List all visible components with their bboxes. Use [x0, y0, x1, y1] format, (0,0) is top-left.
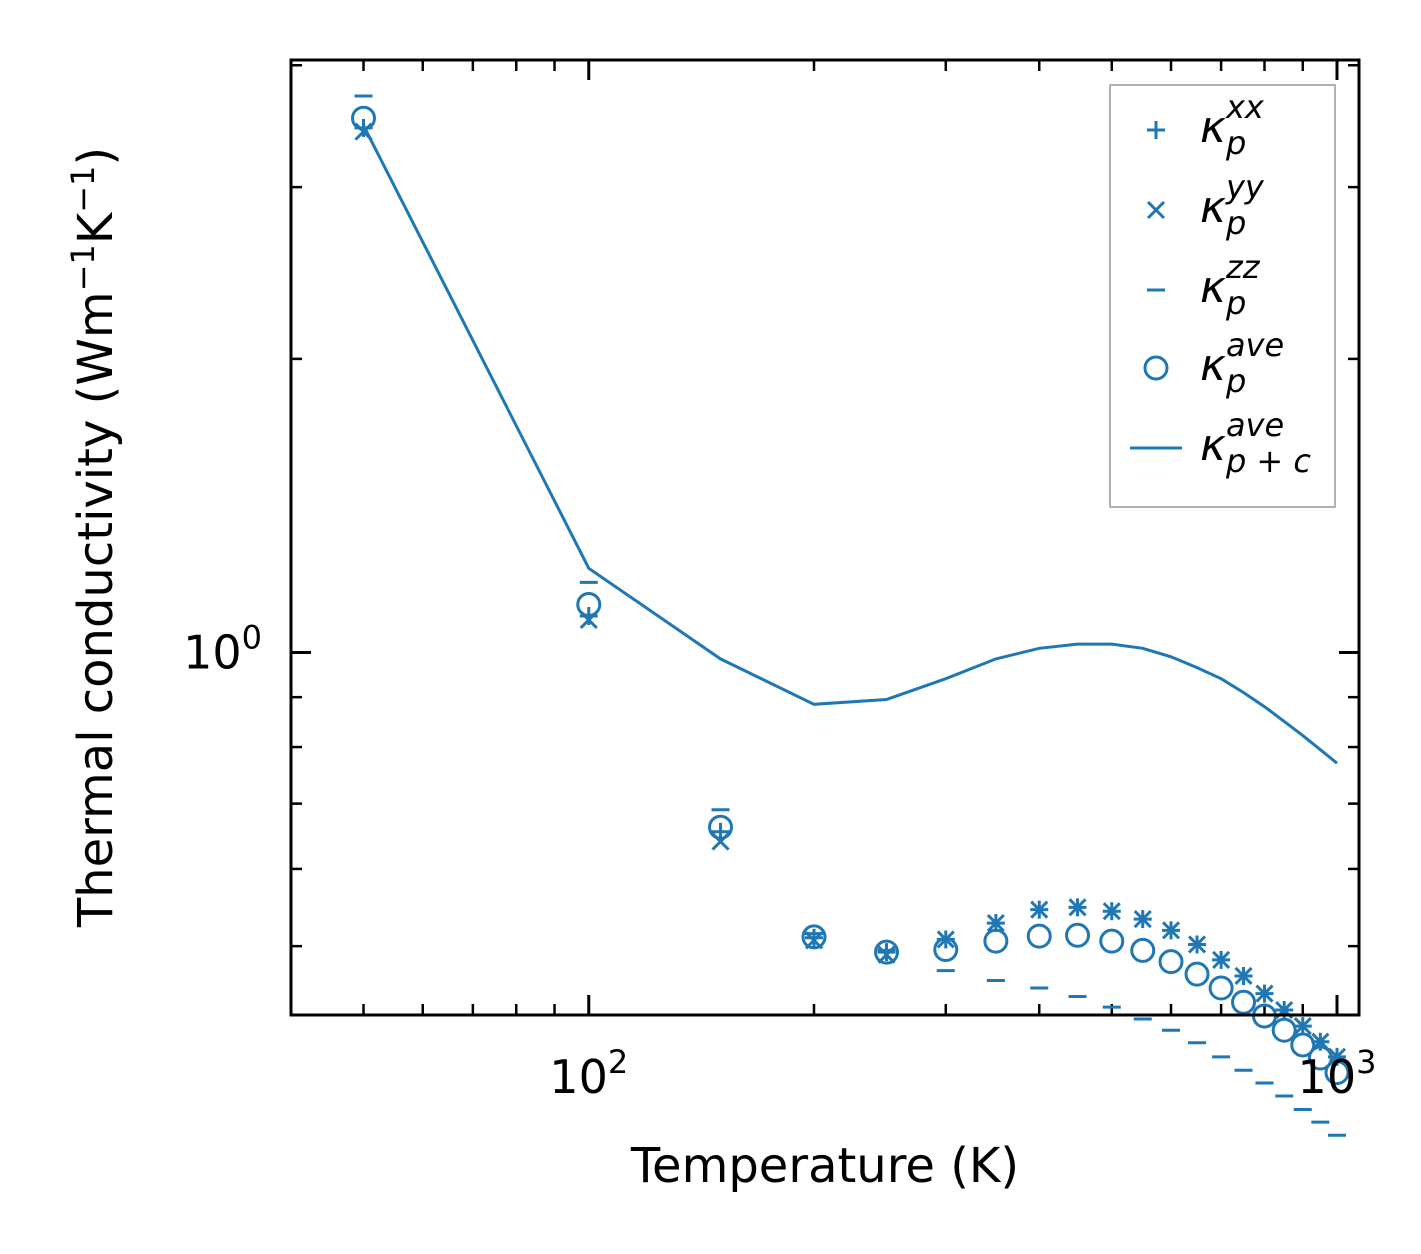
legend-label-base: κ	[1200, 182, 1226, 233]
point-kave-900	[1290, 1032, 1316, 1058]
legend-label-sup: xx	[1225, 88, 1265, 126]
legend-label-sup: ave	[1226, 326, 1284, 364]
point-kave-100	[576, 592, 602, 618]
y-axis-label-k: K	[68, 211, 124, 244]
point-kave-950	[1307, 1045, 1333, 1071]
y-axis-label-close: )	[68, 147, 124, 166]
legend-label: κpave	[1200, 326, 1284, 400]
legend-entry-kpc: κp + cave	[1130, 406, 1311, 480]
point-kave-700	[1208, 975, 1234, 1001]
point-kave-750	[1231, 989, 1257, 1015]
x-tick-label-exp: 3	[1356, 1043, 1376, 1081]
x-tick-label: 103	[1298, 1043, 1377, 1104]
y-tick-label-base: 10	[183, 626, 242, 680]
point-kyy-500	[1102, 902, 1121, 921]
y-tick-label: 100	[183, 619, 262, 680]
x-tick-label: 102	[549, 1043, 628, 1104]
legend-label-base: κ	[1200, 420, 1226, 471]
legend-label-sub: p	[1225, 284, 1246, 322]
point-kyy-900	[1293, 1017, 1312, 1036]
point-kave-200	[801, 924, 827, 950]
point-kyy-550	[1133, 910, 1152, 929]
point-kyy-650	[1187, 935, 1207, 954]
legend-label-sup: ave	[1226, 406, 1284, 444]
point-kave-550	[1130, 937, 1156, 963]
series-kave	[351, 105, 1350, 1086]
legend-marker-circle	[1143, 355, 1169, 381]
y-tick-label-exp: 0	[242, 619, 262, 657]
legend-entry-kzz: κpzz	[1147, 248, 1261, 322]
legend-entry-kave: κpave	[1143, 326, 1284, 400]
legend-label: κp + cave	[1200, 406, 1311, 480]
legend-label-sup: zz	[1225, 248, 1261, 286]
legend-label: κpyy	[1200, 168, 1265, 242]
legend-label-sub: p	[1225, 362, 1246, 400]
series-kpc-line	[362, 124, 1338, 765]
point-kave-300	[933, 937, 959, 963]
legend-marker-plus	[1147, 121, 1165, 139]
point-kxx-200	[805, 928, 824, 947]
legend-entry-kyy: κpyy	[1146, 168, 1265, 242]
axis-ticks	[291, 60, 1359, 1015]
point-kave-250	[874, 939, 900, 965]
axes-frame	[289, 58, 1361, 1017]
x-tick-label-exp: 2	[608, 1043, 628, 1081]
x-tick-label-base: 10	[549, 1050, 608, 1104]
legend-label-base: κ	[1200, 262, 1226, 313]
point-kave-150	[708, 814, 734, 840]
plot-area	[351, 94, 1350, 1137]
legend-label-base: κ	[1200, 102, 1226, 153]
point-kave-50	[351, 105, 377, 131]
legend-label-base: κ	[1200, 340, 1226, 391]
legend-label-sub: p	[1225, 204, 1246, 242]
point-kave-1000	[1324, 1060, 1350, 1086]
point-kxx-250	[877, 943, 896, 962]
point-kave-600	[1158, 949, 1184, 975]
point-kyy-700	[1212, 950, 1231, 969]
legend-box	[1109, 84, 1336, 508]
y-axis-label-sup1: −1	[64, 244, 102, 291]
legend-label-sup: yy	[1225, 168, 1265, 206]
legend-label-sub: p	[1225, 124, 1246, 162]
x-tick-label-base: 10	[1298, 1050, 1357, 1104]
point-kyy-400	[1030, 900, 1049, 919]
point-kave-650	[1184, 961, 1210, 987]
point-kave-500	[1099, 928, 1125, 954]
point-kave-850	[1271, 1017, 1297, 1043]
point-kave-450	[1065, 922, 1091, 948]
point-kyy-350	[986, 914, 1005, 933]
legend-label: κpzz	[1200, 248, 1261, 322]
y-axis-label-main: Thermal conductivity (Wm	[68, 291, 124, 928]
legend-label: κpxx	[1200, 88, 1265, 162]
legend-label-sub: p + c	[1225, 442, 1311, 480]
legend-marker-x	[1146, 200, 1166, 220]
x-axis-label: Temperature (K)	[630, 1138, 1019, 1194]
point-kyy-450	[1068, 898, 1087, 917]
point-kyy-600	[1161, 921, 1181, 940]
series-kpc	[362, 124, 1338, 765]
series-kzz	[354, 94, 1347, 1137]
point-kyy-750	[1234, 966, 1253, 986]
legend-entry-kxx: κpxx	[1147, 88, 1265, 162]
y-axis-label: Thermal conductivity (Wm−1K−1)	[64, 147, 124, 928]
point-kave-400	[1026, 923, 1052, 949]
point-kave-350	[983, 928, 1009, 954]
y-axis-label-sup2: −1	[64, 166, 102, 213]
point-kyy-800	[1255, 984, 1274, 1003]
